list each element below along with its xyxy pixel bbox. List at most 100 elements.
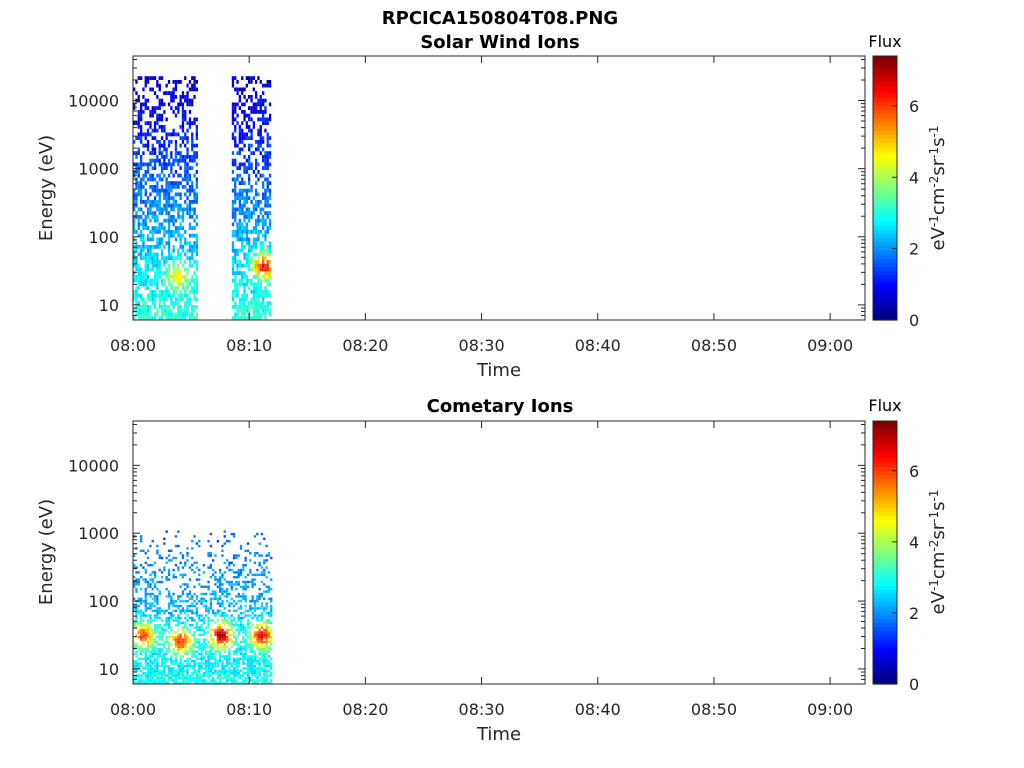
heatmap-cell [172,260,175,264]
heatmap-cell [179,552,182,555]
heatmap-cell [140,185,143,189]
heatmap-cell [245,200,248,204]
heatmap-cell [133,226,136,230]
heatmap-cell [140,676,143,680]
heatmap-cell [149,564,152,567]
heatmap-cell [165,293,168,298]
heatmap-cell [156,200,159,204]
x-axis-label: Time [476,724,521,745]
heatmap-cell [251,648,254,651]
heatmap-cell [258,595,261,598]
heatmap-cell [257,177,260,182]
heatmap-cell [258,561,261,564]
heatmap-cell [216,619,219,622]
x-tick-label: 08:30 [459,700,505,719]
heatmap-cell [202,621,205,624]
heatmap-cell [226,660,229,663]
heatmap-cell [165,316,168,320]
heatmap-cell [163,218,166,223]
heatmap-cell [239,628,243,632]
heatmap-cell [167,215,171,219]
heatmap-cell [135,155,138,159]
heatmap-cell [241,226,244,230]
heatmap-cell [238,173,241,178]
colorbar-segment [873,97,897,102]
heatmap-cell [172,652,175,656]
heatmap-cell [181,308,185,313]
heatmap-cell [167,549,171,552]
heatmap-cell [249,655,252,658]
heatmap-cell [163,305,166,309]
colorbar-segment [873,101,897,107]
heatmap-cell [245,293,248,298]
heatmap-cell [195,626,198,629]
heatmap-cell [250,117,253,122]
colorbar-tick-label: 4 [909,533,919,552]
heatmap-cell [156,192,159,197]
heatmap-cell [270,604,273,608]
heatmap-cell [268,245,272,249]
heatmap-cell [186,592,189,596]
heatmap-cell [198,616,201,620]
heatmap-cell [144,662,147,665]
heatmap-cell [257,218,260,223]
heatmap-cell [245,215,248,219]
heatmap-cell [184,155,187,159]
heatmap-cell [198,628,201,632]
heatmap-cell [260,681,264,684]
heatmap-cell [231,200,235,204]
heatmap-cell [263,648,266,651]
heatmap-cell [195,162,198,167]
heatmap-cell [153,648,157,651]
heatmap-cell [137,278,140,283]
heatmap-cell [186,271,189,275]
heatmap-cell [242,626,245,629]
heatmap-cell [202,619,205,622]
heatmap-cell [174,669,178,672]
heatmap-cell [146,662,150,665]
heatmap-cell [259,128,262,133]
heatmap-cell [165,595,168,598]
heatmap-cell [144,592,147,596]
heatmap-cell [146,308,150,313]
heatmap-cell [231,151,235,155]
heatmap-cell [241,162,244,167]
heatmap-cell [177,638,180,641]
heatmap-cell [244,652,247,656]
heatmap-cell [133,681,136,684]
colorbar-segment [873,425,897,430]
heatmap-cell [228,655,231,658]
heatmap-cell [170,282,173,287]
heatmap-cell [262,226,265,230]
heatmap-cell [137,136,140,140]
heatmap-cell [153,624,157,627]
heatmap-cell [156,241,159,245]
heatmap-cell [255,222,258,227]
colorbar-segment [873,564,897,570]
colorbar-segment [873,146,897,152]
heatmap-cell [223,681,226,684]
heatmap-cell [172,267,175,272]
heatmap-cell [158,316,161,320]
heatmap-cell [137,667,140,670]
heatmap-cell [235,662,238,665]
heatmap-cell [174,286,178,290]
heatmap-cell [188,312,192,317]
heatmap-cell [153,614,157,617]
heatmap-cell [156,218,159,223]
heatmap-cell [165,185,168,189]
heatmap-cell [246,674,250,677]
heatmap-cell [133,648,136,651]
heatmap-cell [262,140,265,144]
heatmap-cell [172,305,175,309]
heatmap-cell [142,271,145,275]
heatmap-cell [219,588,222,591]
heatmap-cell [158,211,161,215]
heatmap-cell [251,612,254,615]
heatmap-cell [231,106,235,110]
heatmap-cell [263,652,266,656]
heatmap-cell [236,312,239,317]
heatmap-cell [238,192,241,197]
y-tick-label: 10000 [68,92,119,111]
heatmap-cell [186,595,189,598]
